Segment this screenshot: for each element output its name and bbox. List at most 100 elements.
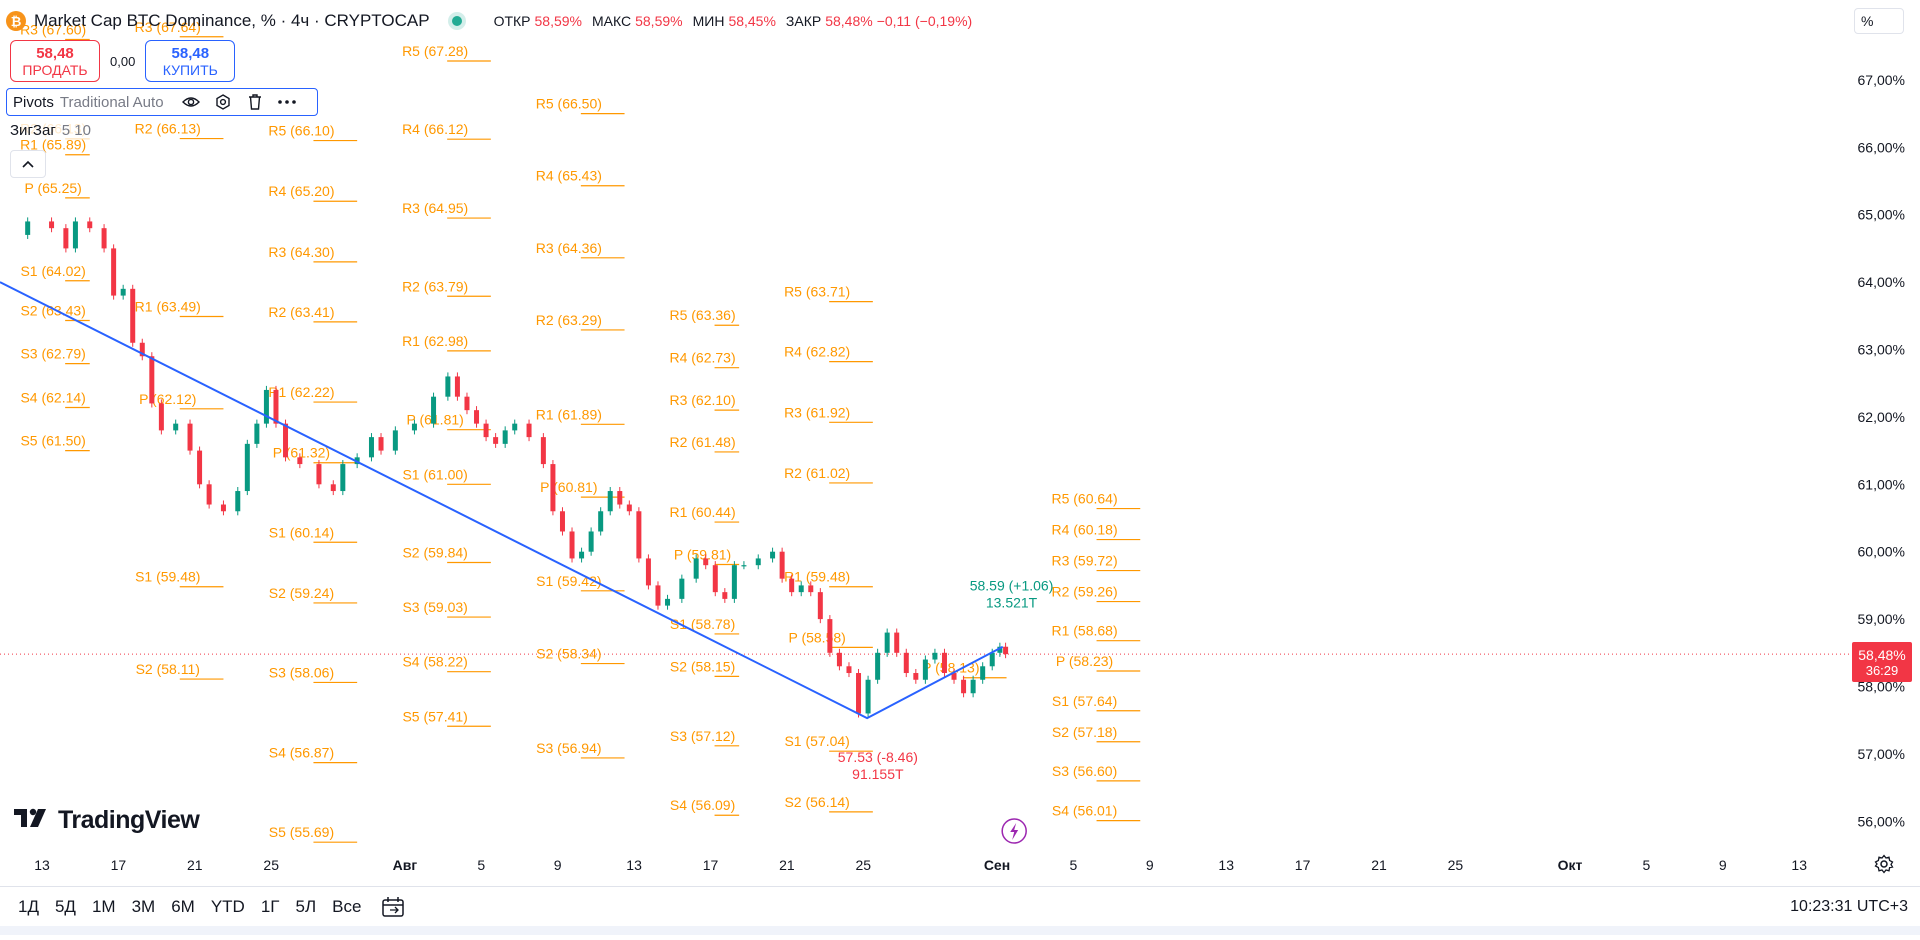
- candle-body: [722, 592, 728, 599]
- y-tick-label: 61,00%: [1858, 476, 1905, 492]
- y-tick-label: 60,00%: [1858, 544, 1905, 560]
- candle-body: [846, 666, 852, 674]
- pivot-level-label: R2 (59.26): [1051, 584, 1117, 600]
- buy-label: КУПИТЬ: [162, 61, 218, 78]
- zigzag-pivot-label: 57.53 (-8.46): [838, 749, 918, 765]
- candle-body: [989, 652, 995, 667]
- ohlc-change-value: −0,11 (−0,19%): [876, 13, 973, 29]
- candle-body: [913, 673, 919, 680]
- y-tick-label: 65,00%: [1858, 207, 1905, 223]
- pivot-level-label: S3 (59.03): [402, 599, 467, 615]
- candle-body: [483, 423, 489, 438]
- pivot-level-label: S4 (62.14): [20, 389, 85, 405]
- pivot-level-label: R5 (63.71): [784, 284, 850, 300]
- market-status-icon[interactable]: [451, 16, 462, 26]
- eye-icon[interactable]: [178, 91, 204, 113]
- candle-body: [101, 228, 107, 249]
- candle-body: [598, 511, 604, 532]
- pivot-level-label: R1 (63.49): [135, 298, 201, 314]
- y-tick-label: 67,00%: [1858, 72, 1905, 88]
- candle-body: [235, 491, 241, 512]
- pivot-level-label: S2 (59.24): [269, 585, 334, 601]
- candle-body: [493, 437, 499, 444]
- candle-body: [970, 679, 976, 694]
- chevron-up-icon[interactable]: [10, 150, 46, 178]
- period-all[interactable]: Все: [332, 897, 362, 916]
- tradingview-brand: TradingView: [58, 806, 200, 834]
- candle-body: [464, 396, 470, 411]
- candle-body: [197, 450, 203, 485]
- symbol-title[interactable]: Market Cap BTC Dominance, % · 4ч · CRYPT…: [34, 11, 430, 30]
- buy-button[interactable]: 58,48 КУПИТЬ: [145, 40, 236, 82]
- pivot-level-label: P (59.81): [674, 547, 731, 563]
- pivot-level-label: S5 (57.41): [402, 708, 467, 724]
- candle-body: [550, 464, 556, 512]
- scale-mode-button[interactable]: %: [1854, 8, 1904, 34]
- period-5y[interactable]: 5Л: [295, 897, 317, 916]
- ohlc-readout: ОТКР 58,59% МАКС 58,59% МИН 58,45% ЗАКР 58,4…: [488, 13, 973, 29]
- zigzag-name: ЗигЗаг: [10, 122, 56, 139]
- settings-icon[interactable]: [210, 91, 236, 113]
- candle-body: [431, 396, 437, 424]
- candle-body: [693, 558, 699, 579]
- pivot-level-label: R5 (66.50): [536, 96, 602, 112]
- sell-button[interactable]: 58,48 ПРОДАТЬ: [10, 40, 100, 82]
- period-ytd[interactable]: YTD: [210, 897, 245, 916]
- tradingview-logo[interactable]: TradingView: [14, 806, 200, 835]
- period-1y[interactable]: 1Г: [260, 897, 280, 916]
- candle-body: [72, 221, 78, 249]
- candle-body: [49, 221, 55, 229]
- candle-body: [779, 551, 785, 579]
- lightning-bolt: [1010, 823, 1019, 840]
- clock-readout[interactable]: 10:23:31 UTC+3: [1790, 898, 1908, 915]
- bar-countdown: 36:29: [1865, 662, 1899, 678]
- candle-body: [865, 679, 871, 714]
- calendar-range-icon[interactable]: [379, 893, 407, 921]
- pivots-indicator-legend[interactable]: Pivots Traditional Auto: [6, 88, 318, 116]
- trash-icon[interactable]: [242, 91, 268, 113]
- candle-body: [340, 464, 346, 492]
- more-icon[interactable]: [274, 91, 300, 113]
- candle-body: [120, 288, 126, 296]
- pivot-level-label: S3 (56.60): [1052, 763, 1117, 779]
- period-1d[interactable]: 1Д: [18, 897, 39, 916]
- candle-body: [316, 464, 322, 485]
- period-6m[interactable]: 6М: [171, 897, 195, 916]
- candle-body: [941, 652, 947, 674]
- y-tick-label: 58,00%: [1858, 679, 1905, 695]
- candle-body: [579, 551, 585, 559]
- period-3m[interactable]: 3М: [131, 897, 156, 916]
- pivot-level-label: P (58.58): [788, 629, 845, 645]
- candle-body: [569, 531, 575, 559]
- pivot-level-label: R3 (61.92): [784, 404, 850, 420]
- candle-body: [932, 652, 938, 660]
- pivot-level-label: R3 (62.10): [669, 392, 735, 408]
- pivot-level-label: R3 (64.95): [402, 200, 468, 216]
- x-tick-label: 25: [263, 857, 279, 873]
- x-tick-label: 13: [1218, 857, 1234, 873]
- candle-body: [703, 558, 709, 566]
- pivot-level-label: P (58.23): [1056, 653, 1113, 669]
- x-tick-label: 25: [856, 857, 872, 873]
- sell-price: 58,48: [36, 44, 74, 62]
- pivot-level-label: R2 (63.41): [268, 304, 334, 320]
- gear-icon[interactable]: [1872, 852, 1896, 876]
- pivot-level-label: S4 (56.87): [269, 745, 334, 761]
- period-1m[interactable]: 1М: [91, 897, 116, 916]
- candle-body: [903, 652, 909, 674]
- pivots-args: Traditional Auto: [59, 93, 164, 111]
- x-tick-label: Окт: [1558, 857, 1583, 873]
- candle-body: [645, 558, 651, 586]
- sell-label: ПРОДАТЬ: [22, 61, 88, 78]
- ohlc-close-value: 58,48%: [825, 13, 873, 29]
- zigzag-indicator-legend[interactable]: ЗигЗаг 5 10: [10, 122, 91, 139]
- period-5d[interactable]: 5Д: [54, 897, 76, 916]
- candle-body: [980, 666, 986, 680]
- candle-body: [206, 484, 212, 505]
- candle-body: [139, 342, 145, 357]
- candle-body: [755, 558, 761, 566]
- x-tick-label: 17: [1295, 857, 1311, 873]
- pivot-level-label: R5 (67.28): [402, 43, 468, 59]
